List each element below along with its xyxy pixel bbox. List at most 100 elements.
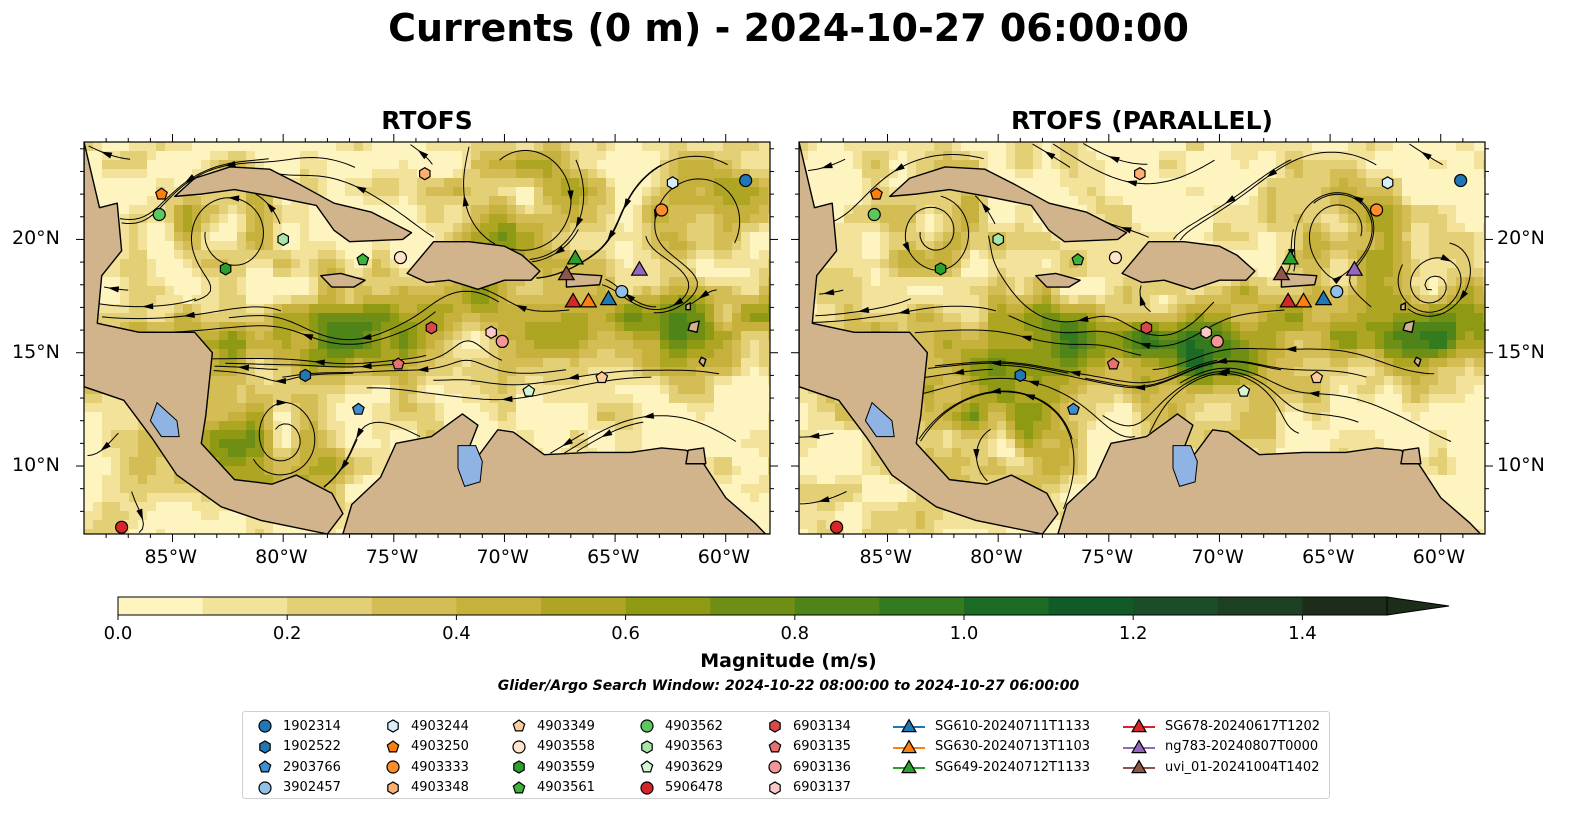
- legend-entry: 4903348: [383, 778, 469, 799]
- marker-1902522: [299, 368, 312, 383]
- legend-swatch-circle: [640, 719, 654, 733]
- figure-title: Currents (0 m) - 2024-10-27 06:00:00: [388, 6, 1189, 50]
- legend-entry: SG678-20240617T1202: [1121, 716, 1320, 737]
- platform-markers: [115, 167, 753, 534]
- legend-swatch-triangle: [1123, 718, 1155, 733]
- colorbar-bin: [964, 597, 1050, 615]
- legend-swatch-hexagon: [769, 719, 781, 733]
- legend-label: 6903136: [793, 759, 851, 775]
- marker-4903558: [393, 250, 408, 265]
- colorbar-bin: [456, 597, 542, 615]
- legend-column: 4903562 4903563 4903629 5906478: [637, 716, 723, 798]
- marker-SG649-20240712T1133: [1281, 249, 1300, 265]
- legend-label: 4903244: [411, 718, 469, 734]
- legend-entry: 4903559: [509, 757, 595, 778]
- marker-4903333: [654, 203, 669, 217]
- legend-entry: SG610-20240711T1133: [891, 716, 1090, 737]
- marker-uvi_01-20241004T1402: [557, 265, 576, 281]
- legend-entry: 4903333: [383, 757, 469, 778]
- colorbar-bin: [1133, 597, 1219, 615]
- legend-entry: 1902522: [255, 737, 341, 758]
- y-tick-label: 10°N: [12, 454, 60, 477]
- x-tick-label: 85°W: [144, 546, 197, 568]
- legend-entry: 4903562: [637, 716, 723, 737]
- legend-entry: 4903349: [509, 716, 595, 737]
- x-tick-label: 85°W: [859, 546, 912, 568]
- marker-4903629: [522, 384, 536, 397]
- marker-4903250: [869, 187, 883, 200]
- marker-SG678-20240617T1202: [564, 292, 582, 308]
- legend-label: 4903250: [411, 739, 469, 755]
- marker-SG678-20240617T1202: [1279, 292, 1297, 308]
- marker-4903559: [219, 262, 232, 276]
- marker-4903348: [1133, 167, 1146, 181]
- map-panel-rtofs-parallel: [799, 142, 1485, 534]
- x-tick-label: 60°W: [697, 546, 751, 568]
- marker-4903561: [1071, 253, 1085, 266]
- legend-entry: 6903134: [765, 716, 851, 737]
- legend-label: 1902522: [283, 739, 341, 755]
- colorbar-bin: [287, 597, 373, 615]
- platform-markers: [830, 167, 1468, 534]
- legend-label: 4903558: [537, 739, 595, 755]
- legend-label: 4903563: [665, 739, 723, 755]
- panel-frame: [83, 141, 771, 535]
- marker-4903629: [1237, 384, 1251, 397]
- legend-swatch-triangle: [893, 718, 925, 733]
- marker-SG610-20240711T1133: [599, 289, 618, 306]
- legend-swatch-triangle: [893, 739, 925, 753]
- legend-entry: 4903250: [383, 737, 469, 758]
- y-tick-label: 20°N: [1497, 227, 1545, 250]
- legend-column: 6903134 6903135 6903136 6903137: [765, 716, 851, 798]
- legend-label: 4903333: [411, 759, 469, 775]
- marker-6903134: [1140, 321, 1153, 335]
- marker-SG649-20240712T1133: [566, 249, 585, 265]
- legend-entry: 1902314: [255, 716, 341, 737]
- x-tick-label: 75°W: [365, 546, 419, 568]
- marker-uvi_01-20241004T1402: [1272, 265, 1291, 281]
- marker-5906478: [830, 520, 844, 534]
- legend-label: 6903134: [793, 718, 851, 734]
- legend-column: 4903349 4903558 4903559 4903561: [509, 716, 595, 798]
- legend-label: uvi_01-20241004T1402: [1165, 759, 1320, 775]
- legend-swatch-triangle: [1123, 739, 1155, 753]
- legend-swatch-circle: [258, 719, 272, 733]
- marker-SG610-20240711T1133: [1314, 289, 1333, 306]
- marker-4903333: [1369, 203, 1384, 217]
- x-tick-label: 65°W: [1302, 546, 1355, 568]
- tick-marks: [791, 134, 1493, 542]
- legend-label: 6903137: [793, 780, 851, 796]
- marker-4903244: [666, 176, 679, 190]
- legend-entry: ng783-20240807T0000: [1121, 737, 1320, 758]
- y-tick-label: 15°N: [12, 340, 60, 363]
- legend-swatch-circle: [386, 760, 400, 774]
- marker-6903137: [1200, 325, 1213, 339]
- legend-entry: SG630-20240713T1103: [891, 737, 1090, 758]
- land: [84, 142, 770, 534]
- marker-4903250: [154, 187, 168, 200]
- legend-label: 4903562: [665, 718, 723, 734]
- legend-swatch-hexagon: [769, 781, 781, 795]
- legend-entry: 5906478: [637, 778, 723, 799]
- marker-SG630-20240713T1103: [1294, 292, 1313, 308]
- x-tick-label: 80°W: [970, 546, 1023, 568]
- x-tick-label: 65°W: [587, 546, 640, 568]
- colorbar-bin: [541, 597, 627, 615]
- legend-swatch-circle: [512, 740, 526, 754]
- colorbar-tick-label: 1.4: [1288, 623, 1317, 644]
- marker-6903137: [485, 325, 497, 339]
- marker-4903561: [356, 253, 370, 266]
- legend-label: SG610-20240711T1133: [935, 718, 1091, 734]
- legend-swatch-hexagon: [641, 740, 653, 754]
- x-tick-label: 80°W: [255, 546, 308, 568]
- legend-label: 4903348: [411, 780, 469, 796]
- colorbar-bin: [371, 597, 457, 615]
- legend-entry: 4903244: [383, 716, 469, 737]
- legend-label: SG630-20240713T1103: [935, 739, 1091, 755]
- marker-6903135: [1106, 357, 1120, 370]
- legend-swatch-pentagon: [768, 740, 782, 753]
- legend-swatch-pentagon: [386, 740, 400, 753]
- legend-swatch-pentagon: [512, 781, 526, 794]
- marker-6903135: [391, 357, 405, 370]
- marker-6903136: [495, 334, 509, 348]
